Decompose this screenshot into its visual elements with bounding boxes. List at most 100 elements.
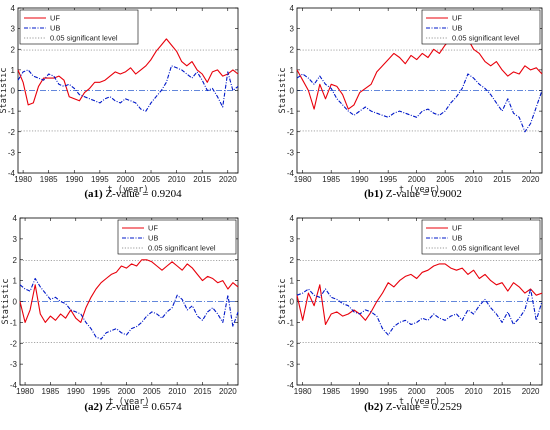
x-tick-label: 2015 bbox=[493, 175, 511, 184]
y-tick-label: 4 bbox=[290, 4, 295, 13]
y-tick-label: -4 bbox=[287, 169, 295, 178]
x-tick-label: 1980 bbox=[16, 387, 34, 396]
y-axis-label: Statistic bbox=[278, 67, 288, 113]
y-tick-label: 1 bbox=[13, 277, 18, 286]
chart-panel-b1: -4 -3 -2 -1 0 1 2 3 4 1980 1985 1990 1995 2000 2005 201… bbox=[278, 4, 543, 200]
chart-panel-b2: -4 -3 -2 -1 0 1 2 3 4 1980 1985 1990 1995 2000 2005 201… bbox=[278, 214, 543, 413]
series-line-uf bbox=[296, 263, 543, 326]
x-tick-label: 1995 bbox=[379, 175, 397, 184]
y-tick-label: 0 bbox=[13, 298, 18, 307]
legend-label: UF bbox=[50, 14, 60, 23]
legend-label: 0.05 significant level bbox=[50, 34, 118, 43]
legend-box bbox=[117, 219, 237, 255]
panel-caption: (a1) Z-value = 0.9204 bbox=[84, 188, 182, 200]
x-tick-label: 2020 bbox=[219, 387, 237, 396]
legend-box bbox=[421, 9, 541, 45]
caption-id: (a2) bbox=[84, 401, 103, 413]
series-line-uf bbox=[296, 30, 543, 110]
legend-label: UB bbox=[50, 24, 60, 33]
x-tick-label: 1990 bbox=[351, 387, 369, 396]
series-line-ub bbox=[17, 65, 239, 112]
y-tick-label: 2 bbox=[290, 45, 295, 54]
x-tick-label: 2010 bbox=[168, 175, 186, 184]
y-tick-label: 1 bbox=[290, 277, 295, 286]
legend-box bbox=[19, 9, 139, 45]
x-tick-label: 2010 bbox=[465, 175, 483, 184]
x-tick-label: 1995 bbox=[92, 387, 110, 396]
y-tick-label: 2 bbox=[290, 256, 295, 265]
y-tick-label: -1 bbox=[287, 107, 295, 116]
x-tick-label: 2010 bbox=[168, 387, 186, 396]
y-tick-label: 4 bbox=[11, 4, 16, 13]
y-tick-label: 3 bbox=[290, 25, 295, 34]
x-tick-label: 1990 bbox=[351, 175, 369, 184]
y-tick-label: 0 bbox=[11, 87, 16, 96]
caption-id: (a1) bbox=[84, 188, 103, 200]
y-axis-label: Statistic bbox=[278, 278, 288, 324]
x-tick-label: 1980 bbox=[294, 175, 312, 184]
x-tick-label: 1990 bbox=[65, 175, 83, 184]
x-tick-label: 1985 bbox=[322, 387, 340, 396]
y-tick-label: 2 bbox=[13, 256, 18, 265]
x-tick-label: 2000 bbox=[408, 387, 426, 396]
x-tick-label: 1995 bbox=[91, 175, 109, 184]
panel-caption: (b1) Z-value = 0.9002 bbox=[364, 188, 462, 200]
y-tick-label: -4 bbox=[287, 381, 295, 390]
x-axis-label: t (year) bbox=[108, 185, 149, 195]
y-tick-label: -2 bbox=[8, 128, 16, 137]
x-tick-label: 2020 bbox=[219, 175, 237, 184]
x-tick-label: 2005 bbox=[142, 175, 160, 184]
y-tick-label: -3 bbox=[287, 360, 295, 369]
series-line-ub bbox=[296, 73, 543, 133]
series-line-ub bbox=[19, 277, 239, 340]
y-tick-label: 0 bbox=[290, 87, 295, 96]
x-tick-label: 2005 bbox=[436, 175, 454, 184]
legend-label: 0.05 significant level bbox=[452, 244, 520, 253]
caption-text: Z-value = 0.9204 bbox=[103, 188, 182, 200]
x-tick-label: 1980 bbox=[14, 175, 32, 184]
x-axis-label: t (year) bbox=[399, 397, 440, 407]
caption-id: (b1) bbox=[364, 188, 383, 200]
panel-caption: (b2) Z-value = 0.2529 bbox=[364, 401, 462, 413]
panel-caption: (a2) Z-value = 0.6574 bbox=[84, 401, 182, 413]
y-tick-label: 1 bbox=[11, 66, 16, 75]
legend-label: UB bbox=[452, 24, 462, 33]
y-tick-label: -1 bbox=[287, 318, 295, 327]
legend-label: UF bbox=[452, 14, 462, 23]
x-tick-label: 2015 bbox=[493, 387, 511, 396]
legend-label: UF bbox=[148, 224, 158, 233]
x-tick-label: 2005 bbox=[436, 387, 454, 396]
legend-label: UF bbox=[452, 224, 462, 233]
y-axis-label: Statistic bbox=[0, 67, 9, 113]
y-tick-label: 3 bbox=[13, 235, 18, 244]
y-tick-label: -3 bbox=[8, 148, 16, 157]
legend-label: 0.05 significant level bbox=[452, 34, 520, 43]
y-tick-label: 3 bbox=[290, 235, 295, 244]
y-tick-label: 1 bbox=[290, 66, 295, 75]
legend-label: 0.05 significant level bbox=[148, 244, 216, 253]
y-tick-label: -1 bbox=[8, 107, 16, 116]
x-tick-label: 1980 bbox=[294, 387, 312, 396]
legend-box bbox=[421, 219, 541, 255]
y-tick-label: -2 bbox=[287, 128, 295, 137]
y-tick-label: 4 bbox=[290, 214, 295, 223]
y-tick-label: 0 bbox=[290, 298, 295, 307]
y-axis-label: Statistic bbox=[1, 278, 11, 324]
caption-text: Z-value = 0.2529 bbox=[383, 401, 462, 413]
caption-text: Z-value = 0.6574 bbox=[103, 401, 182, 413]
x-axis-label: t (year) bbox=[109, 397, 150, 407]
x-tick-label: 2000 bbox=[117, 175, 135, 184]
y-tick-label: 4 bbox=[13, 214, 18, 223]
x-tick-label: 1995 bbox=[379, 387, 397, 396]
x-tick-label: 2000 bbox=[408, 175, 426, 184]
chart-panel-a1: -4 -3 -2 -1 0 1 2 3 4 1980 1985 1990 1995 2000 2005 201… bbox=[0, 4, 239, 200]
legend-label: UB bbox=[148, 234, 158, 243]
y-tick-label: -4 bbox=[8, 169, 16, 178]
x-tick-label: 1985 bbox=[322, 175, 340, 184]
y-tick-label: 3 bbox=[11, 25, 16, 34]
caption-text: Z-value = 0.9002 bbox=[383, 188, 462, 200]
